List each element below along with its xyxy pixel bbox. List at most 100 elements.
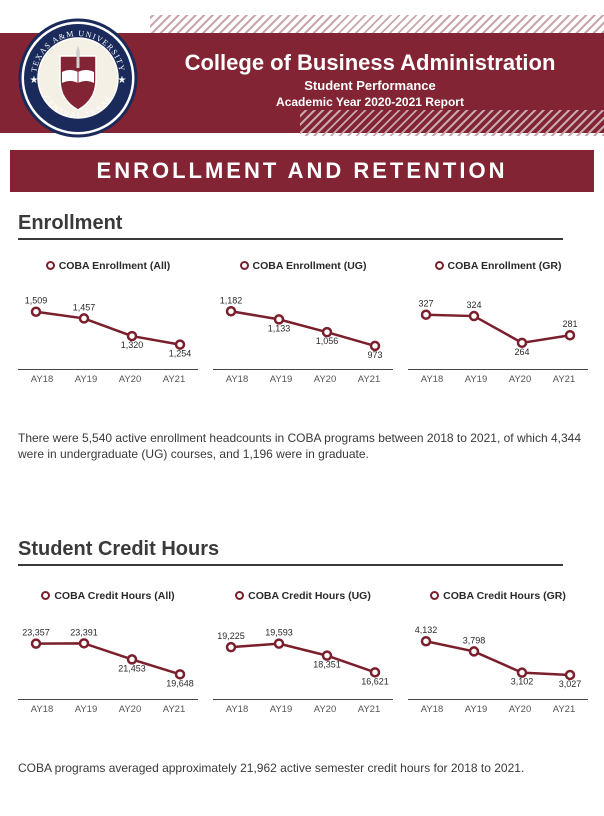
svg-text:1,133: 1,133 xyxy=(268,323,291,333)
x-tick-label: AY21 xyxy=(546,374,582,385)
x-tick-label: AY21 xyxy=(156,704,192,715)
header-hatch-bottom xyxy=(300,110,604,136)
chart-legend: COBA Enrollment (GR) xyxy=(408,260,588,272)
x-tick-label: AY21 xyxy=(351,704,387,715)
section-banner-text: ENROLLMENT AND RETENTION xyxy=(97,158,508,184)
plot-area: 1,182 1,133 1,056 973 xyxy=(213,280,393,370)
chart-title: COBA Credit Hours (All) xyxy=(54,590,174,602)
legend-marker-icon xyxy=(435,261,444,270)
x-tick-label: AY19 xyxy=(458,704,494,715)
mini-chart: COBA Credit Hours (UG) 19,225 19,593 18,351… xyxy=(213,590,393,715)
x-tick-label: AY21 xyxy=(546,704,582,715)
enrollment-body-text: There were 5,540 active enrollment headc… xyxy=(18,430,588,462)
x-tick-label: AY18 xyxy=(414,704,450,715)
header-report-line: Academic Year 2020-2021 Report xyxy=(150,95,590,109)
x-axis-labels: AY18AY19AY20AY21 xyxy=(213,370,393,385)
mini-chart: COBA Credit Hours (All) 23,357 23,391 21,45… xyxy=(18,590,198,715)
svg-text:327: 327 xyxy=(418,299,433,309)
svg-text:1,056: 1,056 xyxy=(316,336,339,346)
x-axis-labels: AY18 AY19 AY20 AY21 xyxy=(18,700,198,715)
svg-text:4,132: 4,132 xyxy=(415,625,438,635)
plot-area: 1,509 1,457 1,320 1,254 xyxy=(18,280,198,370)
university-seal-icon: TEXAS A&M UNIVERSITY CENTRAL TEXAS ★ ★ xyxy=(18,18,138,138)
svg-text:23,357: 23,357 xyxy=(22,628,50,638)
credit-hours-heading: Student Credit Hours xyxy=(18,538,219,561)
x-tick-label: AY19 xyxy=(263,704,299,715)
plot-area: 19,22519,59318,35116,621 xyxy=(213,610,393,700)
svg-text:3,027: 3,027 xyxy=(559,679,582,689)
enrollment-underline xyxy=(18,238,563,240)
svg-text:1,320: 1,320 xyxy=(121,340,144,350)
x-axis-labels: AY18 AY19 AY20 AY21 xyxy=(18,370,198,385)
svg-text:18,351: 18,351 xyxy=(313,660,341,670)
chart-legend: COBA Credit Hours (All) xyxy=(18,590,198,602)
svg-text:973: 973 xyxy=(367,350,382,360)
x-tick-label: AY20 xyxy=(112,374,148,385)
plot-area: 327 324 264 281 xyxy=(408,280,588,370)
enrollment-charts-row: COBA Enrollment (All) 1,509 1,457 1,320 1,25… xyxy=(18,260,588,385)
svg-text:19,648: 19,648 xyxy=(166,678,194,688)
svg-text:3,102: 3,102 xyxy=(511,677,534,687)
svg-text:264: 264 xyxy=(514,347,529,357)
mini-chart: COBA Credit Hours (GR) 4,132 3,798 3,102 3,0… xyxy=(408,590,588,715)
x-tick-label: AY20 xyxy=(112,704,148,715)
chart-title: COBA Enrollment (All) xyxy=(59,260,171,272)
mini-chart: COBA Enrollment (UG) 1,182 1,133 1,056 973 AY… xyxy=(213,260,393,385)
chart-title: COBA Credit Hours (GR) xyxy=(443,590,566,602)
chart-legend: COBA Enrollment (All) xyxy=(18,260,198,272)
svg-text:281: 281 xyxy=(562,319,577,329)
svg-text:19,225: 19,225 xyxy=(217,631,245,641)
x-tick-label: AY18 xyxy=(24,374,60,385)
x-tick-label: AY20 xyxy=(502,704,538,715)
x-tick-label: AY21 xyxy=(156,374,192,385)
credit-hours-charts-row: COBA Credit Hours (All) 23,357 23,391 21,45… xyxy=(18,590,588,715)
svg-text:1,182: 1,182 xyxy=(220,295,243,305)
x-axis-labels: AY18 AY19 AY20 AY21 xyxy=(408,700,588,715)
chart-title: COBA Credit Hours (UG) xyxy=(248,590,371,602)
enrollment-heading: Enrollment xyxy=(18,212,122,235)
x-tick-label: AY21 xyxy=(351,374,387,385)
svg-text:1,509: 1,509 xyxy=(25,296,48,306)
chart-legend: COBA Credit Hours (UG) xyxy=(213,590,393,602)
x-tick-label: AY18 xyxy=(24,704,60,715)
mini-chart: COBA Enrollment (All) 1,509 1,457 1,320 1,25… xyxy=(18,260,198,385)
svg-text:3,798: 3,798 xyxy=(463,635,486,645)
chart-legend: COBA Enrollment (UG) xyxy=(213,260,393,272)
svg-text:21,453: 21,453 xyxy=(118,663,146,673)
header-subtitle: Student Performance xyxy=(150,78,590,93)
legend-marker-icon xyxy=(240,261,249,270)
svg-text:1,457: 1,457 xyxy=(73,302,96,312)
legend-marker-icon xyxy=(46,261,55,270)
svg-text:★: ★ xyxy=(118,75,127,86)
svg-text:23,391: 23,391 xyxy=(70,627,98,637)
chart-legend: COBA Credit Hours (GR) xyxy=(408,590,588,602)
chart-title: COBA Enrollment (UG) xyxy=(253,260,367,272)
x-tick-label: AY19 xyxy=(458,374,494,385)
legend-marker-icon xyxy=(235,591,244,600)
svg-text:324: 324 xyxy=(466,300,481,310)
x-tick-label: AY18 xyxy=(219,704,255,715)
header-title-block: College of Business Administration Stude… xyxy=(150,50,590,109)
legend-marker-icon xyxy=(41,591,50,600)
mini-chart: COBA Enrollment (GR) 327 324 264 281 AY18 AY19… xyxy=(408,260,588,385)
x-tick-label: AY19 xyxy=(263,374,299,385)
x-axis-labels: AY18 AY19 AY20 AY21 xyxy=(213,700,393,715)
header-title: College of Business Administration xyxy=(150,50,590,76)
x-tick-label: AY20 xyxy=(307,704,343,715)
x-tick-label: AY19 xyxy=(68,374,104,385)
x-tick-label: AY18 xyxy=(219,374,255,385)
legend-marker-icon xyxy=(430,591,439,600)
credit-hours-underline xyxy=(18,564,563,566)
chart-title: COBA Enrollment (GR) xyxy=(448,260,562,272)
x-tick-label: AY18 xyxy=(414,374,450,385)
credit-hours-body-text: COBA programs averaged approximately 21,… xyxy=(18,760,588,776)
x-tick-label: AY20 xyxy=(502,374,538,385)
plot-area: 23,357 23,391 21,453 19,648 xyxy=(18,610,198,700)
x-tick-label: AY19 xyxy=(68,704,104,715)
svg-text:19,593: 19,593 xyxy=(265,628,293,638)
svg-text:1,254: 1,254 xyxy=(169,349,192,359)
section-banner: ENROLLMENT AND RETENTION xyxy=(10,150,594,192)
plot-area: 4,132 3,798 3,102 3,027 xyxy=(408,610,588,700)
svg-text:★: ★ xyxy=(30,75,39,86)
x-axis-labels: AY18 AY19 AY20 AY21 xyxy=(408,370,588,385)
